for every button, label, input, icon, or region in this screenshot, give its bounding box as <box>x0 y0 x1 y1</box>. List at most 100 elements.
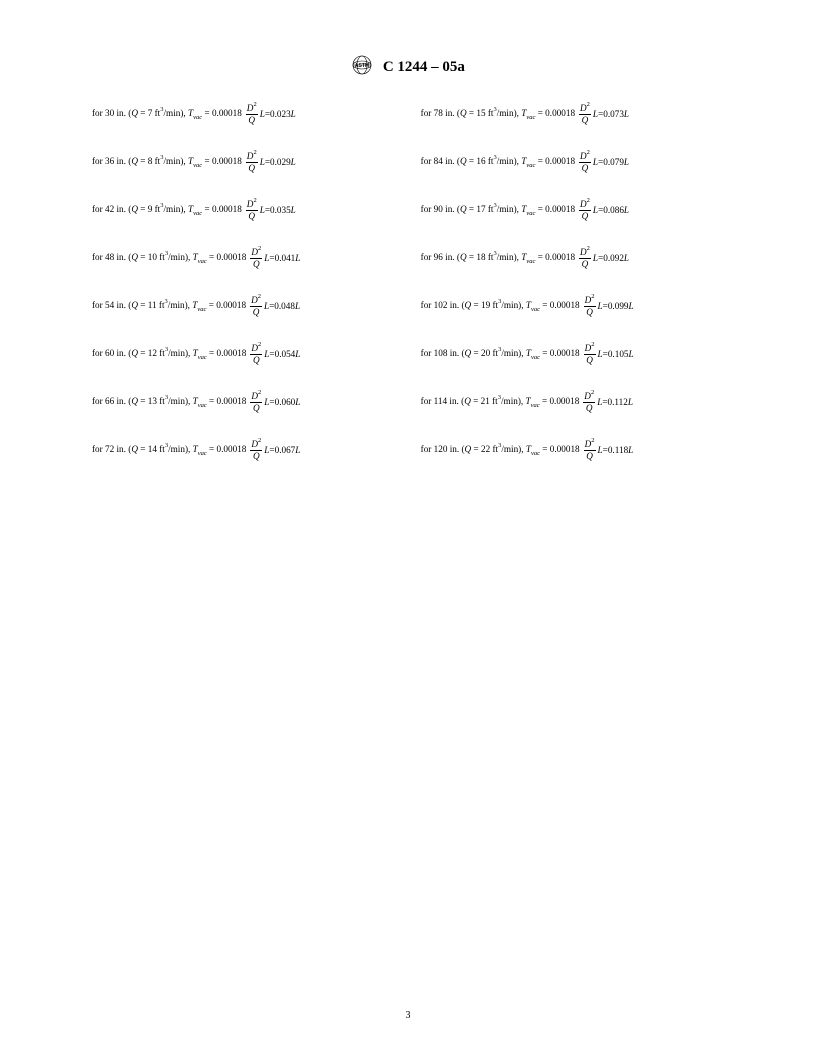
formula-row: for 84 in. (Q = 16 ft3/min), Tvac = 0.00… <box>421 138 724 186</box>
l-suffix: L <box>624 205 629 215</box>
l-suffix: L <box>295 397 300 407</box>
numerator: D2 <box>250 343 262 355</box>
numerator: D2 <box>250 295 262 307</box>
equals: = <box>207 348 217 358</box>
t-sub: vac <box>531 306 540 313</box>
unit-sup: 3 <box>498 394 501 401</box>
text: in. ( <box>447 300 464 310</box>
denominator: Q <box>581 211 590 221</box>
q-value: 15 <box>476 108 485 118</box>
unit-ft: ft <box>157 252 165 262</box>
l-suffix: L <box>624 109 629 119</box>
numerator: D2 <box>246 199 258 211</box>
unit-sup: 3 <box>165 250 168 257</box>
equals: = <box>138 252 148 262</box>
q-value: 16 <box>476 156 485 166</box>
t-sub: vac <box>531 354 540 361</box>
unit-min: /min), <box>501 444 526 454</box>
text: in. ( <box>447 396 464 406</box>
page-header: ASTM C 1244 – 05a <box>0 55 816 80</box>
d-sup: 2 <box>591 437 594 444</box>
equals: = <box>540 348 550 358</box>
row-prefix: for 36 in. (Q = 8 ft3/min), Tvac = 0.000… <box>92 155 244 169</box>
numerator: D2 <box>579 103 591 115</box>
coefficient: 0.00018 <box>212 108 242 118</box>
unit-min: /min), <box>168 396 193 406</box>
coefficient: 0.00018 <box>545 156 575 166</box>
denominator: Q <box>247 211 256 221</box>
q-symbol: Q <box>131 396 138 406</box>
coefficient: 0.00018 <box>217 252 247 262</box>
d-sup: 2 <box>253 197 256 204</box>
d-symbol: D <box>580 103 587 113</box>
text: in. ( <box>114 108 131 118</box>
d-symbol: D <box>584 391 591 401</box>
t-sub: vac <box>531 402 540 409</box>
row-prefix: for 114 in. (Q = 21 ft3/min), Tvac = 0.0… <box>421 395 582 409</box>
l-suffix: L <box>295 301 300 311</box>
t-sub: vac <box>198 450 207 457</box>
text: for <box>421 444 434 454</box>
fraction: D2Q <box>250 439 262 461</box>
q-value: 13 <box>148 396 157 406</box>
fraction: D2 Q <box>583 391 595 413</box>
row-prefix: for 48 in. (Q = 10 ft3/min), Tvac = 0.00… <box>92 251 248 265</box>
d-sup: 2 <box>587 197 590 204</box>
numerator: D2 <box>579 199 591 211</box>
d-sup: 2 <box>591 341 594 348</box>
d-symbol: D <box>580 199 587 209</box>
text: for <box>92 348 105 358</box>
coefficient: 0.00018 <box>212 156 242 166</box>
text: in. ( <box>443 252 460 262</box>
equals: = <box>138 204 148 214</box>
unit-sup: 3 <box>165 394 168 401</box>
result-value: 0.079 <box>603 157 624 167</box>
equals: = <box>138 156 148 166</box>
row-prefix: for 54 in. (Q = 11 ft3/min), Tvac = 0.00… <box>92 299 248 313</box>
denominator: Q <box>252 355 261 365</box>
t-sub: vac <box>193 114 202 121</box>
d-sup: 2 <box>587 245 590 252</box>
fraction: D2Q <box>579 199 591 221</box>
unit-ft: ft <box>490 444 498 454</box>
denominator: Q <box>585 403 594 413</box>
numerator: D2 <box>250 391 262 403</box>
numerator: D2 <box>250 439 262 451</box>
astm-logo-icon: ASTM <box>351 55 373 80</box>
result-value: 0.112 <box>608 397 628 407</box>
denominator: Q <box>585 355 594 365</box>
result-value: 0.060 <box>275 397 296 407</box>
text: for <box>421 300 434 310</box>
t-sub: vac <box>193 210 202 217</box>
size-value: 48 <box>105 252 114 262</box>
equals: = <box>540 396 550 406</box>
unit-min: /min), <box>497 108 522 118</box>
formula-content: for 30 in. (Q = 7 ft3/min), Tvac = 0.000… <box>92 90 724 474</box>
t-sub: vac <box>198 402 207 409</box>
size-value: 120 <box>434 444 448 454</box>
d-sup: 2 <box>591 389 594 396</box>
unit-sup: 3 <box>493 106 496 113</box>
fraction: D2Q <box>250 343 262 365</box>
result-value: 0.041 <box>275 253 296 263</box>
text: for <box>92 444 105 454</box>
result-value: 0.048 <box>274 301 295 311</box>
equals: = <box>535 156 545 166</box>
l-suffix: L <box>628 445 633 455</box>
q-value: 14 <box>148 444 157 454</box>
size-value: 78 <box>434 108 443 118</box>
formula-row: for 66 in. (Q = 13 ft3/min), Tvac = 0.00… <box>92 378 395 426</box>
formula-row: for 96 in. (Q = 18 ft3/min), Tvac = 0.00… <box>421 234 724 282</box>
unit-sup: 3 <box>160 106 163 113</box>
text: in. ( <box>114 300 131 310</box>
unit-min: /min), <box>168 444 193 454</box>
result-value: 0.092 <box>603 253 624 263</box>
equals: = <box>471 348 481 358</box>
svg-text:ASTM: ASTM <box>355 63 369 69</box>
coefficient: 0.00018 <box>217 348 247 358</box>
equals: = <box>206 300 216 310</box>
row-prefix: for 96 in. (Q = 18 ft3/min), Tvac = 0.00… <box>421 251 577 265</box>
equals: = <box>207 396 217 406</box>
q-value: 10 <box>148 252 157 262</box>
q-symbol: Q <box>131 300 138 310</box>
